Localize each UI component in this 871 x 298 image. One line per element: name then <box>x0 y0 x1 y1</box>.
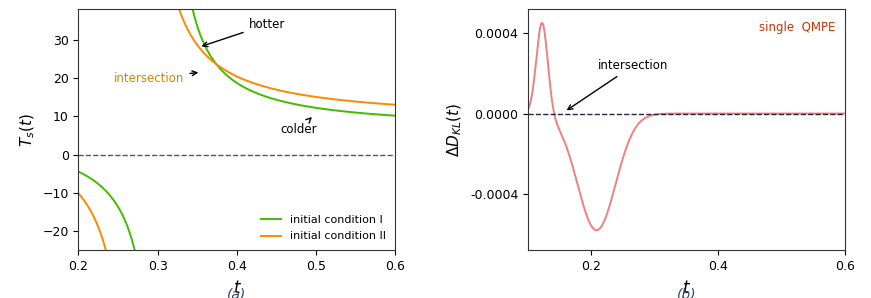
Text: intersection: intersection <box>114 71 197 85</box>
Text: intersection: intersection <box>568 59 668 109</box>
Text: single  QMPE: single QMPE <box>759 21 835 34</box>
Y-axis label: $T_s(t)$: $T_s(t)$ <box>18 113 37 147</box>
Text: hotter: hotter <box>203 18 285 46</box>
X-axis label: t: t <box>233 279 240 297</box>
Legend: initial condition I, initial condition II: initial condition I, initial condition I… <box>258 212 389 245</box>
X-axis label: t: t <box>683 279 690 297</box>
Text: (a): (a) <box>227 288 246 298</box>
Y-axis label: $\Delta D_{KL}(t)$: $\Delta D_{KL}(t)$ <box>446 103 464 157</box>
Text: (b): (b) <box>677 288 696 298</box>
Text: colder: colder <box>280 118 317 136</box>
